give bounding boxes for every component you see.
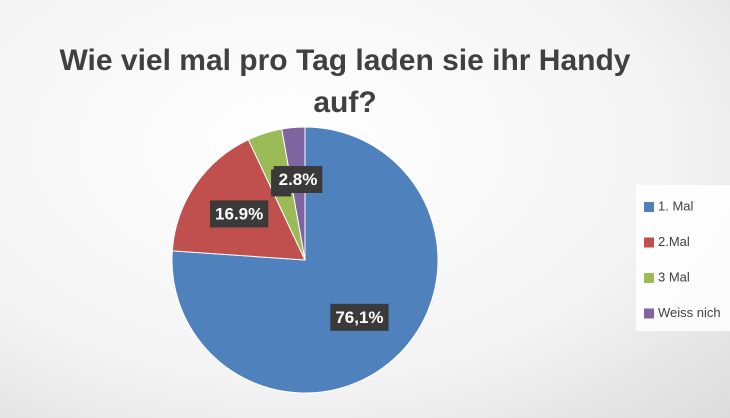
data-label-text: 2.8% [279,170,318,189]
legend-swatch [644,308,654,319]
pie-slice [281,126,306,261]
data-label-text: 16.9% [215,204,263,223]
data-label: 76,1% [330,303,389,331]
data-label-box [210,200,269,228]
legend-label: 1. Mal [658,198,694,213]
data-label: 2.8% [273,165,323,193]
pie-slice [171,138,306,261]
data-label-text: 76,1% [335,308,383,327]
legend-swatch [644,237,654,248]
legend-label: 2.Mal [658,234,690,249]
data-label-box [273,165,323,193]
legend-swatch [644,202,654,212]
legend-swatch [644,273,654,283]
chart-title: Wie viel mal pro Tag laden sie ihr Handy… [59,44,631,119]
data-label-box [330,303,389,331]
legend-label: 3 Mal [658,269,690,284]
legend-label: Weiss nich [658,305,721,320]
data-label: 16.9% [210,200,269,228]
